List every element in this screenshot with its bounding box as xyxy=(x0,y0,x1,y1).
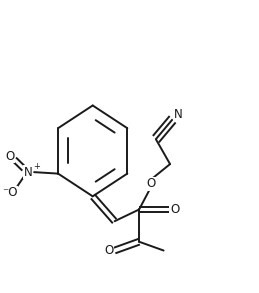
Text: O: O xyxy=(171,203,180,216)
Text: +: + xyxy=(33,162,40,171)
Text: N: N xyxy=(24,166,33,179)
Text: N: N xyxy=(174,108,182,121)
Text: O: O xyxy=(146,177,155,190)
Text: O: O xyxy=(5,149,15,163)
Text: O: O xyxy=(104,244,113,257)
Text: ⁻O: ⁻O xyxy=(2,186,17,199)
